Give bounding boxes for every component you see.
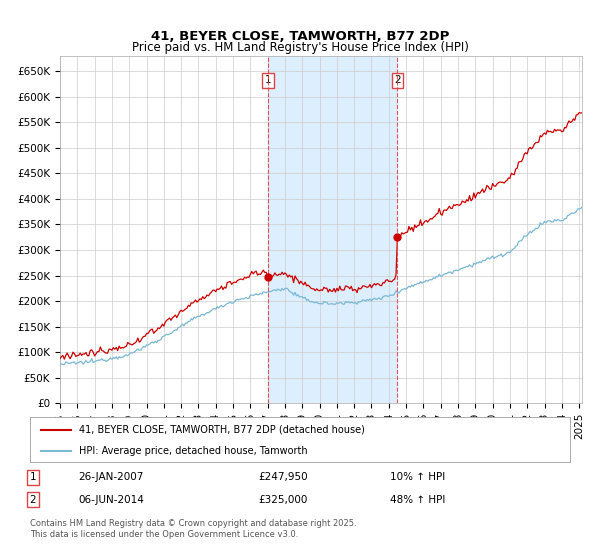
Text: 41, BEYER CLOSE, TAMWORTH, B77 2DP (detached house): 41, BEYER CLOSE, TAMWORTH, B77 2DP (deta… <box>79 424 364 435</box>
Text: £325,000: £325,000 <box>258 494 307 505</box>
Text: 48% ↑ HPI: 48% ↑ HPI <box>390 494 445 505</box>
Text: 2: 2 <box>394 75 401 85</box>
Text: 1: 1 <box>29 472 37 482</box>
Text: 26-JAN-2007: 26-JAN-2007 <box>78 472 143 482</box>
Text: 41, BEYER CLOSE, TAMWORTH, B77 2DP: 41, BEYER CLOSE, TAMWORTH, B77 2DP <box>151 30 449 43</box>
Text: Contains HM Land Registry data © Crown copyright and database right 2025.
This d: Contains HM Land Registry data © Crown c… <box>30 520 356 539</box>
Text: £247,950: £247,950 <box>258 472 308 482</box>
Bar <box>268 56 397 403</box>
Text: Price paid vs. HM Land Registry's House Price Index (HPI): Price paid vs. HM Land Registry's House … <box>131 41 469 54</box>
Text: 06-JUN-2014: 06-JUN-2014 <box>78 494 144 505</box>
Text: HPI: Average price, detached house, Tamworth: HPI: Average price, detached house, Tamw… <box>79 446 307 456</box>
Text: 1: 1 <box>265 75 271 85</box>
Text: 2: 2 <box>29 494 37 505</box>
Text: 10% ↑ HPI: 10% ↑ HPI <box>390 472 445 482</box>
